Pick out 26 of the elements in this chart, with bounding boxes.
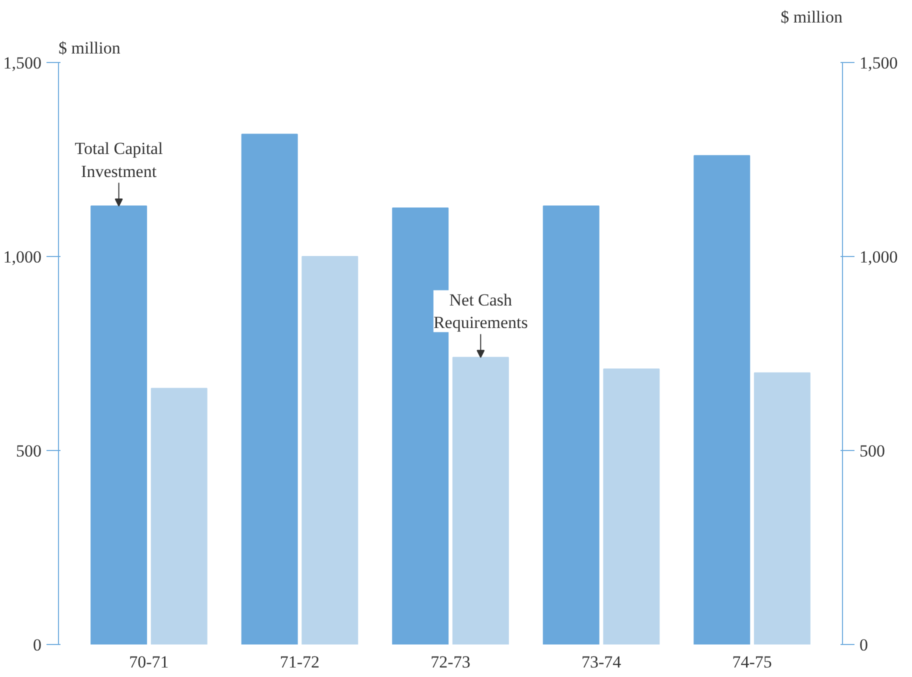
bar (603, 368, 660, 644)
y2-tick-label: 0 (860, 636, 868, 654)
y-tick-label: 1,000 (3, 248, 42, 266)
x-tick-label: 71-72 (280, 652, 320, 672)
y-tick-label: 1,500 (3, 54, 42, 72)
y2-tick-label: 500 (860, 442, 885, 460)
annotation: Total Capital Investment (74, 138, 164, 181)
bar (754, 372, 810, 644)
x-tick-label: 72-73 (430, 652, 470, 672)
y2-tick-label: 1,000 (860, 248, 898, 266)
bar (90, 206, 148, 644)
bar (302, 256, 358, 644)
bar (694, 155, 750, 644)
x-tick-label: 73-74 (581, 652, 622, 672)
y-tick-label: 500 (16, 442, 42, 460)
bar (542, 206, 600, 644)
x-tick-label: 74-75 (732, 652, 772, 672)
annotation: Net Cash Requirements (433, 290, 528, 332)
bar (150, 388, 208, 644)
y-axis-title: $ million (58, 38, 121, 58)
bar (452, 356, 509, 644)
y2-axis-title: $ million (780, 8, 843, 26)
y2-tick-label: 1,500 (860, 54, 898, 72)
y-tick-label: 0 (33, 636, 42, 654)
x-tick-label: 70-71 (129, 652, 169, 672)
bar (241, 134, 298, 644)
